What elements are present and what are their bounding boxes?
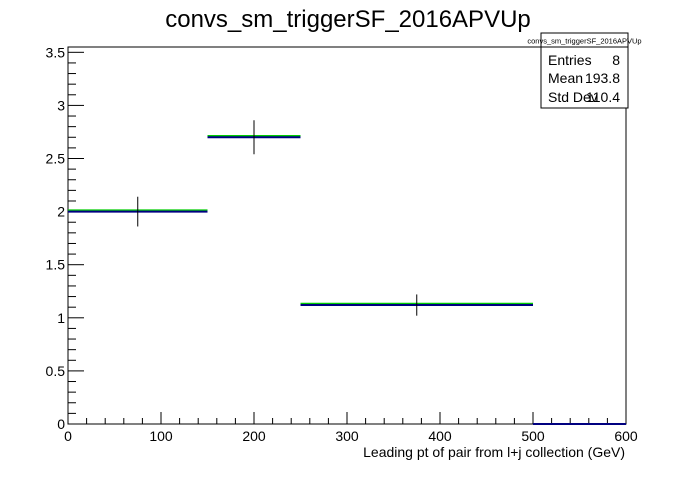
x-tick-label: 200	[242, 428, 266, 444]
y-tick-label: 2.5	[46, 151, 66, 167]
x-axis-label: Leading pt of pair from l+j collection (…	[363, 444, 625, 460]
stats-box: convs_sm_triggerSF_2016APVUp Entries 8 M…	[527, 32, 642, 109]
x-tick-label: 100	[149, 428, 173, 444]
y-tick-label: 0	[57, 416, 65, 432]
y-tick-label: 0.5	[46, 363, 66, 379]
stats-stddev-label: Std Dev	[548, 89, 598, 105]
x-tick-label: 400	[428, 428, 452, 444]
stats-mean-value: 193.8	[585, 70, 620, 86]
chart-title: convs_sm_triggerSF_2016APVUp	[165, 6, 531, 33]
x-tick-label: 600	[614, 428, 638, 444]
stats-box-title: convs_sm_triggerSF_2016APVUp	[527, 37, 641, 46]
y-tick-label: 1	[57, 310, 65, 326]
stats-stddev-value: 110.4	[586, 89, 620, 105]
x-tick-label: 500	[521, 428, 545, 444]
y-tick-label: 2	[57, 204, 65, 220]
x-tick-label: 0	[64, 428, 72, 444]
x-tick-label: 300	[335, 428, 359, 444]
stats-entries-label: Entries	[548, 52, 592, 68]
y-tick-label: 3	[57, 97, 65, 113]
y-tick-label: 3.5	[46, 44, 66, 60]
stats-mean-label: Mean	[548, 70, 583, 86]
y-tick-label: 1.5	[46, 257, 66, 273]
stats-entries-value: 8	[612, 52, 620, 68]
